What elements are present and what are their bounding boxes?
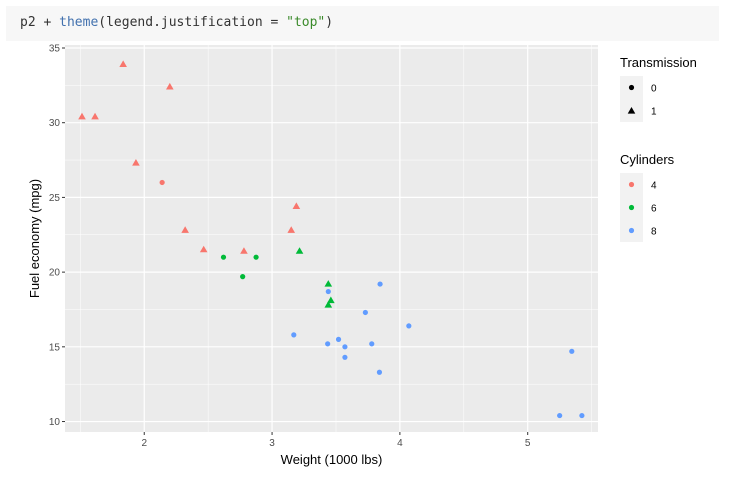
code-suffix: )	[325, 15, 334, 30]
plot-panel	[65, 45, 598, 432]
data-point-triangle	[132, 159, 140, 166]
legend-label-cylinders: 6	[651, 204, 657, 215]
x-axis-title: Weight (1000 lbs)	[281, 452, 383, 467]
data-point-triangle	[199, 245, 208, 253]
legend-key-circle	[628, 84, 635, 91]
data-point-circle	[335, 336, 342, 342]
y-tick-label: 20	[49, 268, 61, 279]
data-point-triangle	[119, 60, 127, 68]
data-point-triangle	[78, 112, 86, 120]
code-line: p2 + theme(legend.justification = "top")	[20, 15, 333, 30]
data-point-circle	[376, 369, 383, 375]
y-tick-label: 15	[49, 342, 61, 353]
data-point-triangle	[324, 280, 333, 287]
legend-title-cylinders: Cylinders	[620, 152, 675, 167]
y-tick-label: 25	[49, 193, 61, 204]
data-point-triangle	[324, 300, 333, 308]
legend-label-transmission: 0	[651, 84, 657, 95]
data-point-circle	[253, 254, 259, 260]
data-point-circle	[579, 412, 585, 419]
data-point-circle	[406, 323, 412, 329]
data-point-triangle	[287, 226, 296, 233]
legend-key-circle	[628, 204, 635, 211]
data-point-circle	[159, 179, 165, 186]
data-point-circle	[325, 341, 331, 347]
y-tick-label: 30	[49, 118, 61, 129]
code-function: theme	[59, 15, 99, 30]
data-point-circle	[362, 309, 368, 316]
legend-title-transmission: Transmission	[620, 55, 697, 70]
code-string: "top"	[286, 15, 326, 30]
data-point-circle	[342, 344, 348, 350]
x-tick-label: 2	[141, 438, 147, 449]
data-point-circle	[325, 288, 331, 295]
x-tick-label: 4	[397, 438, 403, 449]
x-tick-label: 3	[269, 438, 275, 449]
code-prefix: p2 +	[20, 15, 60, 30]
legend-label-cylinders: 8	[651, 227, 657, 238]
y-axis-title: Fuel economy (mpg)	[27, 179, 42, 298]
data-point-circle	[569, 348, 575, 354]
data-point-triangle	[240, 247, 248, 254]
code-cell[interactable]: p2 + theme(legend.justification = "top")	[6, 6, 719, 40]
data-point-circle	[342, 354, 348, 360]
data-point-circle	[220, 254, 227, 260]
data-point-triangle	[91, 112, 99, 120]
legend-key-triangle	[627, 107, 636, 114]
data-point-triangle	[181, 226, 189, 233]
data-point-triangle	[327, 296, 335, 304]
legend-key-circle	[628, 181, 635, 188]
data-point-triangle	[292, 202, 301, 209]
y-tick-label: 35	[49, 43, 61, 54]
legend-label-transmission: 1	[651, 107, 657, 118]
data-point-triangle	[166, 82, 174, 90]
data-point-triangle	[295, 247, 304, 254]
legend-key-circle	[628, 227, 635, 234]
x-tick-label: 5	[525, 438, 531, 449]
code-argument: (legend.justification =	[98, 15, 287, 30]
data-point-circle	[369, 341, 375, 347]
data-point-circle	[557, 412, 563, 419]
legend-label-cylinders: 4	[651, 181, 657, 192]
data-point-circle	[377, 281, 383, 287]
data-point-circle	[240, 274, 246, 280]
y-tick-label: 10	[49, 417, 61, 428]
data-point-circle	[291, 332, 297, 338]
